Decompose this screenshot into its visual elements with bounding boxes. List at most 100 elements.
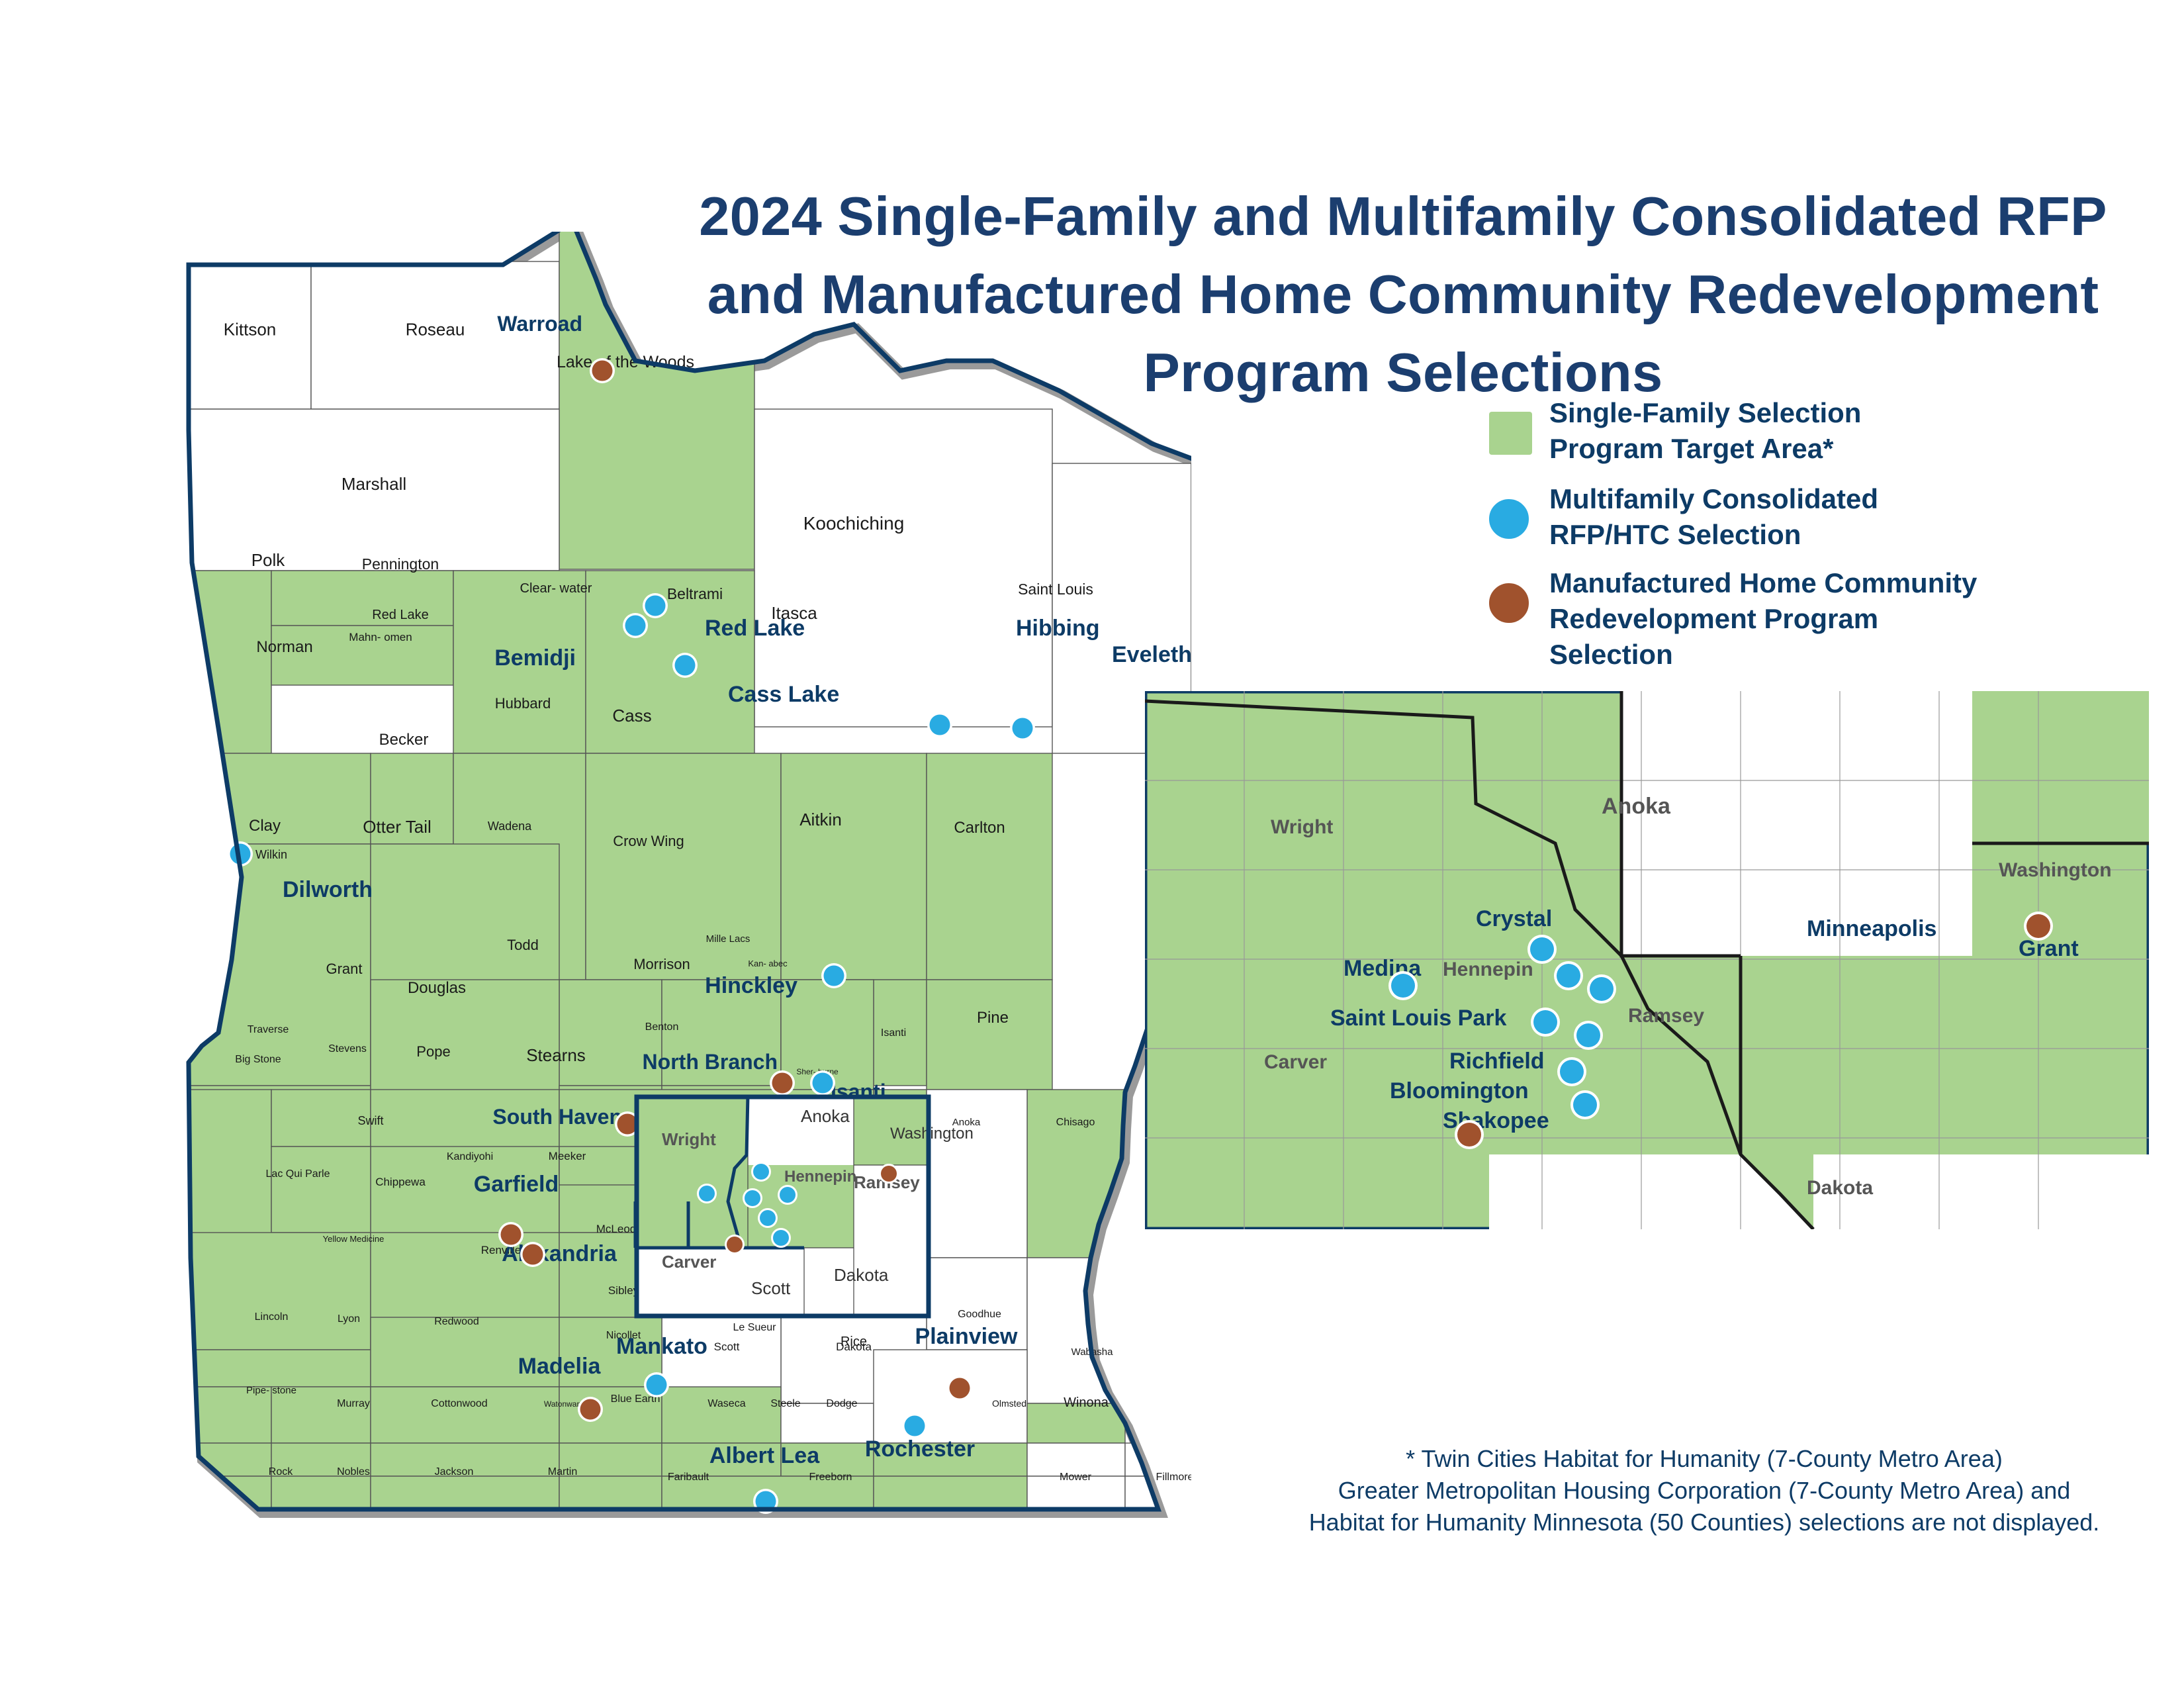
- svg-text:Red Lake: Red Lake: [705, 616, 805, 641]
- svg-text:Traverse: Traverse: [248, 1024, 289, 1035]
- svg-text:Ramsey: Ramsey: [1628, 1005, 1704, 1027]
- svg-text:Chippewa: Chippewa: [375, 1176, 426, 1188]
- svg-text:Polk: Polk: [251, 550, 286, 570]
- svg-text:Stevens: Stevens: [328, 1043, 367, 1055]
- svg-text:Grant: Grant: [326, 961, 362, 977]
- svg-text:Albert Lea: Albert Lea: [709, 1443, 820, 1468]
- svg-text:Winona: Winona: [1064, 1395, 1109, 1410]
- svg-text:Carlton: Carlton: [954, 819, 1005, 837]
- svg-text:Becker: Becker: [379, 731, 429, 749]
- svg-text:Washington: Washington: [1999, 859, 2112, 881]
- svg-text:South Haven: South Haven: [492, 1105, 622, 1129]
- svg-text:Alexandria: Alexandria: [502, 1241, 617, 1266]
- svg-text:Clear- water: Clear- water: [520, 581, 592, 596]
- svg-text:Anoka: Anoka: [1602, 794, 1671, 819]
- svg-text:Watonwan: Watonwan: [544, 1399, 581, 1409]
- svg-text:Redwood: Redwood: [434, 1316, 479, 1327]
- svg-text:Big Stone: Big Stone: [235, 1054, 281, 1065]
- svg-text:Red Lake: Red Lake: [372, 608, 429, 622]
- svg-text:Steele: Steele: [770, 1398, 800, 1409]
- svg-text:Goodhue: Goodhue: [958, 1309, 1001, 1320]
- svg-text:Swift: Swift: [357, 1114, 383, 1127]
- svg-text:Kandiyohi: Kandiyohi: [447, 1151, 493, 1162]
- svg-text:Marshall: Marshall: [341, 474, 406, 494]
- svg-text:Lyon: Lyon: [338, 1313, 360, 1325]
- svg-text:Crystal: Crystal: [1476, 906, 1552, 931]
- svg-text:Douglas: Douglas: [408, 979, 466, 997]
- svg-text:Le Sueur: Le Sueur: [733, 1322, 777, 1333]
- svg-text:Dilworth: Dilworth: [283, 877, 373, 902]
- svg-text:Richfield: Richfield: [1449, 1049, 1545, 1074]
- svg-text:Aitkin: Aitkin: [799, 810, 842, 829]
- svg-text:Wright: Wright: [662, 1129, 716, 1149]
- svg-text:Meeker: Meeker: [549, 1150, 586, 1162]
- svg-text:Hubbard: Hubbard: [495, 695, 551, 712]
- svg-text:Minneapolis: Minneapolis: [1807, 916, 1936, 941]
- svg-text:Yellow Medicine: Yellow Medicine: [323, 1234, 385, 1244]
- svg-text:Scott: Scott: [751, 1278, 791, 1298]
- svg-text:Lac Qui Parle: Lac Qui Parle: [266, 1168, 330, 1180]
- svg-text:Pope: Pope: [416, 1043, 450, 1060]
- svg-text:Eveleth: Eveleth: [1112, 642, 1191, 667]
- svg-text:Pennington: Pennington: [362, 555, 439, 573]
- svg-text:Wright: Wright: [1271, 816, 1333, 838]
- svg-text:Fillmore: Fillmore: [1156, 1472, 1191, 1483]
- svg-text:Hinckley: Hinckley: [705, 973, 797, 998]
- svg-text:Rice: Rice: [841, 1335, 867, 1349]
- svg-text:Plainview: Plainview: [915, 1324, 1019, 1349]
- svg-text:Grant: Grant: [2019, 936, 2079, 961]
- svg-text:Washington: Washington: [890, 1125, 974, 1143]
- svg-text:McLeod: McLeod: [596, 1223, 636, 1235]
- svg-text:Carver: Carver: [662, 1252, 716, 1272]
- svg-text:Isanti: Isanti: [881, 1027, 906, 1039]
- svg-text:Stearns: Stearns: [526, 1045, 586, 1065]
- svg-text:Garfield: Garfield: [474, 1172, 559, 1197]
- svg-text:Dakota: Dakota: [1807, 1177, 1873, 1199]
- svg-text:Todd: Todd: [507, 937, 539, 953]
- svg-text:Cass: Cass: [612, 706, 651, 726]
- svg-text:Rochester: Rochester: [865, 1436, 975, 1462]
- svg-text:Olmsted: Olmsted: [992, 1398, 1026, 1409]
- svg-text:Jackson: Jackson: [435, 1466, 474, 1477]
- svg-text:Pipe- stone: Pipe- stone: [246, 1385, 296, 1396]
- svg-text:Warroad: Warroad: [497, 312, 582, 336]
- svg-text:Hennepin: Hennepin: [1443, 959, 1533, 980]
- svg-text:Martin: Martin: [548, 1466, 577, 1477]
- svg-text:Kittson: Kittson: [224, 320, 277, 340]
- svg-text:Pine: Pine: [977, 1009, 1009, 1027]
- svg-text:Norman: Norman: [256, 638, 312, 656]
- svg-text:Crow Wing: Crow Wing: [613, 833, 684, 849]
- svg-text:Wilkin: Wilkin: [255, 848, 287, 861]
- svg-text:Morrison: Morrison: [633, 956, 690, 972]
- svg-text:Clay: Clay: [249, 817, 281, 835]
- svg-text:Benton: Benton: [645, 1021, 679, 1033]
- svg-text:Beltrami: Beltrami: [667, 585, 723, 602]
- svg-text:Chisago: Chisago: [1056, 1117, 1095, 1128]
- svg-text:Wadena: Wadena: [488, 820, 532, 833]
- svg-text:Bloomington: Bloomington: [1390, 1078, 1529, 1103]
- svg-text:Mille Lacs: Mille Lacs: [706, 933, 751, 945]
- svg-text:Dodge: Dodge: [826, 1398, 857, 1409]
- svg-text:Rock: Rock: [269, 1466, 293, 1477]
- svg-text:Anoka: Anoka: [801, 1106, 850, 1126]
- svg-text:Lincoln: Lincoln: [255, 1311, 289, 1323]
- svg-text:Mower: Mower: [1060, 1472, 1092, 1483]
- svg-text:Otter Tail: Otter Tail: [363, 817, 432, 837]
- svg-text:Roseau: Roseau: [406, 320, 465, 340]
- svg-text:Kan- abec: Kan- abec: [748, 959, 788, 968]
- svg-text:Mahn- omen: Mahn- omen: [349, 631, 412, 643]
- svg-text:Koochiching: Koochiching: [803, 513, 905, 534]
- svg-text:Cass Lake: Cass Lake: [728, 682, 839, 707]
- svg-text:Mankato: Mankato: [616, 1334, 707, 1359]
- svg-text:Freeborn: Freeborn: [809, 1472, 852, 1483]
- svg-text:Saint Louis: Saint Louis: [1018, 581, 1093, 598]
- svg-text:Nobles: Nobles: [337, 1466, 370, 1477]
- svg-text:Carver: Carver: [1264, 1051, 1327, 1073]
- svg-text:North Branch: North Branch: [643, 1050, 778, 1074]
- svg-text:Murray: Murray: [337, 1398, 370, 1409]
- svg-text:Hibbing: Hibbing: [1016, 616, 1100, 641]
- svg-text:Faribault: Faribault: [668, 1472, 709, 1483]
- svg-text:Saint Louis Park: Saint Louis Park: [1330, 1006, 1506, 1031]
- svg-text:Waseca: Waseca: [707, 1398, 745, 1409]
- svg-text:Cottonwood: Cottonwood: [431, 1398, 487, 1409]
